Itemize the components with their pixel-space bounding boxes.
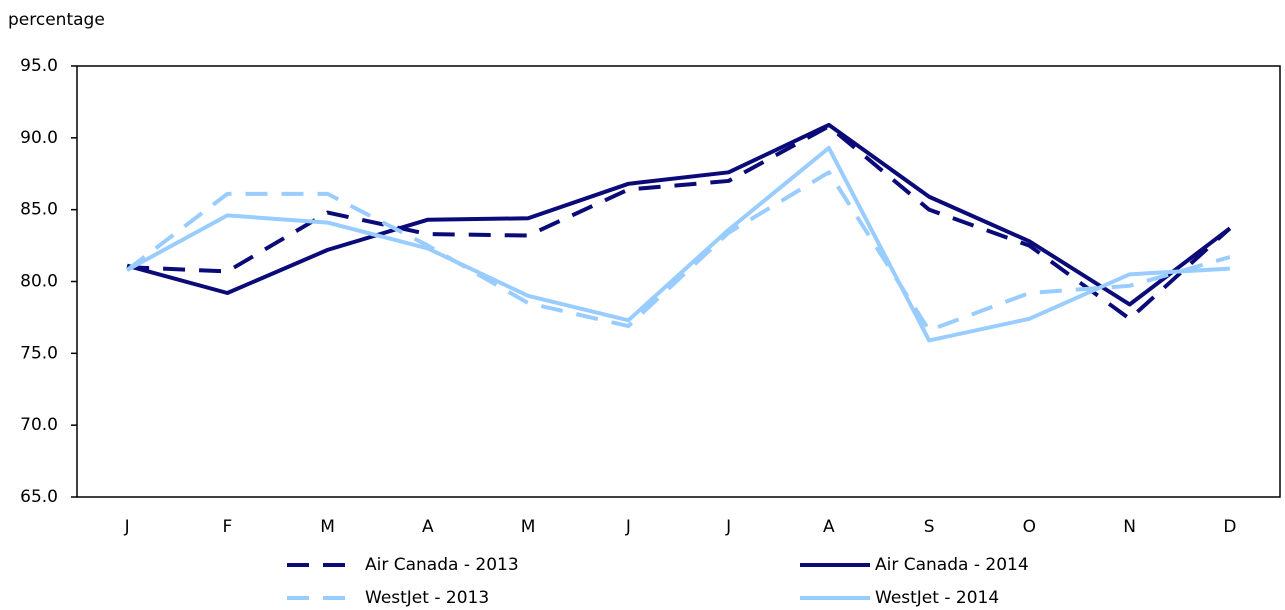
y-tick-label: 80.0 [20, 272, 58, 292]
legend-label: Air Canada - 2013 [365, 555, 519, 575]
series-line [126, 122, 1232, 307]
y-tick-label: 75.0 [20, 343, 58, 363]
x-tick-label: F [222, 517, 232, 537]
y-tick-label: 70.0 [20, 415, 58, 435]
x-tick-label: D [1223, 517, 1236, 537]
y-tick-label: 95.0 [20, 56, 58, 76]
x-tick-label: M [521, 517, 536, 537]
legend-label: WestJet - 2014 [875, 588, 999, 608]
x-tick-label: A [823, 517, 835, 537]
x-tick-label: J [625, 517, 631, 537]
x-tick-label: A [422, 517, 434, 537]
y-tick-label: 85.0 [20, 200, 58, 220]
y-tick-label: 90.0 [20, 128, 58, 148]
x-tick-label: J [725, 517, 731, 537]
series-line [126, 145, 1230, 343]
x-tick-label: S [924, 517, 935, 537]
x-tick-label: M [320, 517, 335, 537]
x-tick-label: O [1023, 517, 1036, 537]
legend-label: WestJet - 2013 [365, 588, 489, 608]
x-tick-label: N [1123, 517, 1136, 537]
series-line [127, 124, 1232, 321]
y-tick-label: 65.0 [20, 487, 58, 507]
legend-label: Air Canada - 2014 [875, 555, 1029, 575]
series-line [125, 170, 1231, 333]
x-tick-label: J [124, 517, 130, 537]
y-axis-label: percentage [8, 10, 105, 30]
